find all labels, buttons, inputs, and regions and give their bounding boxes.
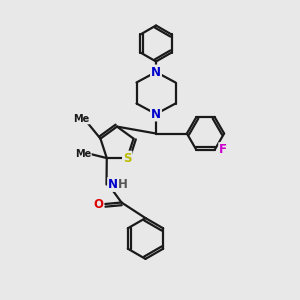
Text: H: H: [118, 178, 128, 191]
Text: Me: Me: [75, 148, 91, 159]
Text: N: N: [151, 65, 161, 79]
Text: F: F: [219, 143, 227, 156]
Text: Me: Me: [74, 113, 90, 124]
Text: O: O: [93, 197, 103, 211]
Text: S: S: [123, 152, 131, 165]
Text: N: N: [108, 178, 118, 191]
Text: N: N: [151, 107, 161, 121]
